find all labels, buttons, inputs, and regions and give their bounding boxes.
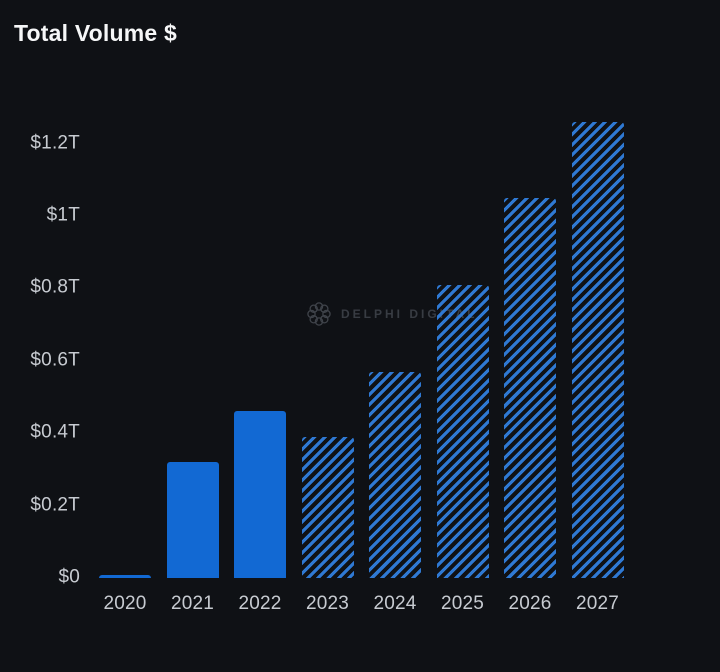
bar-2025 [436, 284, 489, 578]
bar-2027 [571, 121, 624, 578]
bar-2020 [99, 575, 151, 578]
x-axis-label-2022: 2022 [238, 593, 282, 614]
bar-2022 [234, 411, 286, 578]
chart-title: Total Volume $ [14, 20, 177, 46]
bar-2024 [369, 371, 421, 578]
x-axis-label-2020: 2020 [103, 593, 147, 614]
x-axis-label-2025: 2025 [440, 593, 485, 614]
bar-2026 [504, 197, 556, 578]
bar-2021 [166, 462, 219, 578]
x-axis-label-2026: 2026 [508, 593, 552, 614]
y-axis-tick-label: $0.6T [30, 349, 80, 371]
y-axis-tick-label: $0.4T [30, 421, 80, 443]
y-axis-tick-label: $1.2T [30, 132, 80, 154]
delphi-ring-icon [307, 302, 331, 326]
x-axis-label-2024: 2024 [373, 593, 417, 614]
x-axis-label-2027: 2027 [575, 593, 620, 614]
y-axis-tick-label: $0.8T [30, 276, 80, 298]
x-axis-label-2021: 2021 [170, 593, 215, 614]
y-axis-tick-label: $0.2T [30, 494, 80, 516]
x-axis-label-2023: 2023 [305, 593, 350, 614]
y-axis-tick-label: $0 [58, 566, 80, 588]
bar-2023 [301, 436, 354, 578]
y-axis-tick-label: $1T [46, 204, 80, 226]
